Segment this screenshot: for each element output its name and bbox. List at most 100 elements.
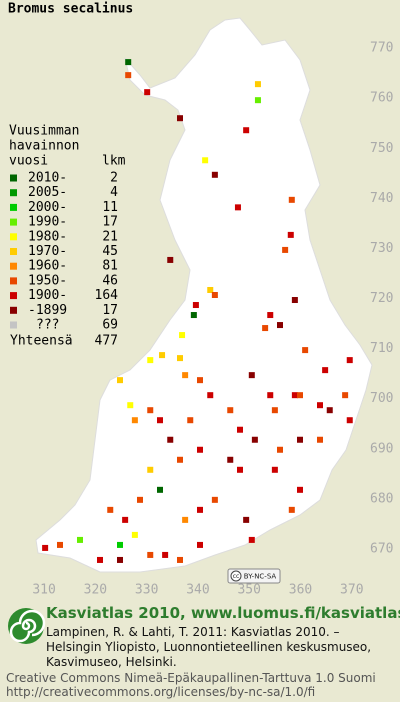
country-outline: [35, 17, 373, 573]
grid-square: [254, 81, 261, 88]
license-label: BY-NC-SA: [244, 573, 277, 581]
grid-square: [326, 407, 333, 414]
y-tick-label: 760: [370, 91, 393, 106]
grid-square: [277, 322, 283, 329]
grid-square: [77, 536, 83, 543]
legend-count: 17: [102, 303, 118, 318]
legend-total-label: Yhteensä: [10, 334, 73, 349]
grid-square: [147, 357, 154, 364]
grid-square: [227, 456, 234, 463]
grid-square: [237, 466, 243, 473]
svg-text:cc: cc: [233, 573, 240, 580]
legend-label: -1899: [28, 303, 67, 318]
grid-square: [177, 115, 183, 122]
grid-square: [117, 556, 123, 563]
legend-count: 46: [102, 273, 118, 288]
grid-square: [243, 516, 250, 523]
y-tick-label: 740: [370, 191, 393, 206]
legend-label: ???: [36, 318, 59, 333]
grid-square: [125, 59, 132, 66]
grid-square: [131, 531, 138, 538]
grid-square: [202, 157, 209, 164]
grid-square: [144, 89, 151, 96]
grid-square: [227, 407, 234, 414]
squares: [42, 59, 353, 563]
x-tick-label: 360: [289, 583, 312, 598]
grid-square: [282, 246, 289, 253]
y-tick-label: 670: [370, 541, 393, 556]
citation-line: Lampinen, R. & Lahti, T. 2011: Kasviatla…: [46, 625, 340, 639]
legend-swatch: [10, 277, 17, 285]
grid-square: [267, 312, 274, 319]
legend-count: 2: [110, 171, 118, 186]
y-tick-label: 680: [370, 491, 393, 506]
footer: Kasviatlas 2010, www.luomus.fi/kasviatla…: [0, 600, 400, 702]
y-tick-label: 770: [370, 41, 393, 56]
grid-square: [107, 506, 114, 513]
grid-square: [342, 392, 349, 399]
legend-swatch: [10, 262, 17, 270]
grid-square: [237, 426, 243, 433]
map-title: Bromus secalinus: [8, 2, 133, 17]
y-tick-label: 750: [370, 141, 393, 156]
citation-line: Helsingin Yliopisto, Luonnontieteellinen…: [46, 640, 372, 654]
map: Bromus secalinus cc BY-NC-SA 310 320 330 34…: [8, 2, 393, 598]
license-badge: cc BY-NC-SA: [227, 568, 281, 584]
grid-square: [346, 357, 353, 364]
legend-heading: havainnon: [9, 139, 79, 154]
x-tick-label: 370: [340, 583, 363, 598]
legend-heading: Vuusimman: [9, 124, 79, 139]
legend-label: 1990-: [28, 215, 67, 230]
y-tick-label: 720: [370, 291, 393, 306]
legend-count: 11: [102, 200, 118, 215]
legend-label: 1970-: [28, 244, 67, 259]
legend-swatch: [10, 218, 17, 226]
grid-square: [251, 436, 258, 443]
grid-square: [288, 196, 295, 203]
grid-square: [192, 302, 199, 309]
license-url: http://creativecommons.org/licenses/by-n…: [6, 685, 316, 699]
logo: [8, 608, 46, 644]
x-tick-label: 310: [32, 583, 55, 598]
legend-label: 1900-: [28, 288, 67, 303]
legend-count: 69: [102, 318, 118, 333]
legend-swatch: [10, 292, 17, 300]
grid-square: [277, 446, 283, 453]
grid-square: [159, 352, 166, 359]
grid-square: [207, 286, 214, 293]
grid-square: [127, 402, 134, 409]
grid-square: [287, 231, 294, 238]
grid-square: [162, 551, 169, 558]
grid-square: [317, 436, 323, 443]
grid-square: [211, 171, 218, 178]
grid-square: [254, 97, 261, 104]
grid-square: [211, 292, 218, 298]
grid-square: [207, 392, 214, 399]
grid-square: [302, 347, 309, 354]
grid-square: [297, 436, 303, 443]
brand: Kasviatlas 2010, www.luomus.fi/kasviatla…: [46, 604, 400, 622]
legend-total: 477: [95, 334, 118, 349]
legend-label: 2005-: [28, 185, 67, 200]
grid-square: [157, 417, 163, 424]
grid-square: [262, 325, 269, 332]
grid-square: [197, 446, 203, 453]
grid-square: [197, 377, 203, 384]
legend-swatch: [10, 321, 17, 329]
grid-square: [177, 355, 183, 362]
grid-square: [177, 456, 183, 463]
legend-label: 2010-: [28, 171, 67, 186]
grid-square: [182, 516, 189, 523]
grid-square: [248, 372, 255, 379]
grid-square: [317, 402, 323, 409]
x-tick-label: 320: [84, 583, 107, 598]
grid-square: [243, 127, 250, 134]
grid-square: [248, 536, 255, 543]
grid-square: [297, 486, 303, 493]
license-text: Creative Commons Nimeä-Epäkaupallinen-Ta…: [6, 671, 376, 685]
legend-count-heading: lkm: [102, 154, 126, 169]
legend-label: 1960-: [28, 259, 67, 274]
grid-square: [297, 392, 303, 399]
